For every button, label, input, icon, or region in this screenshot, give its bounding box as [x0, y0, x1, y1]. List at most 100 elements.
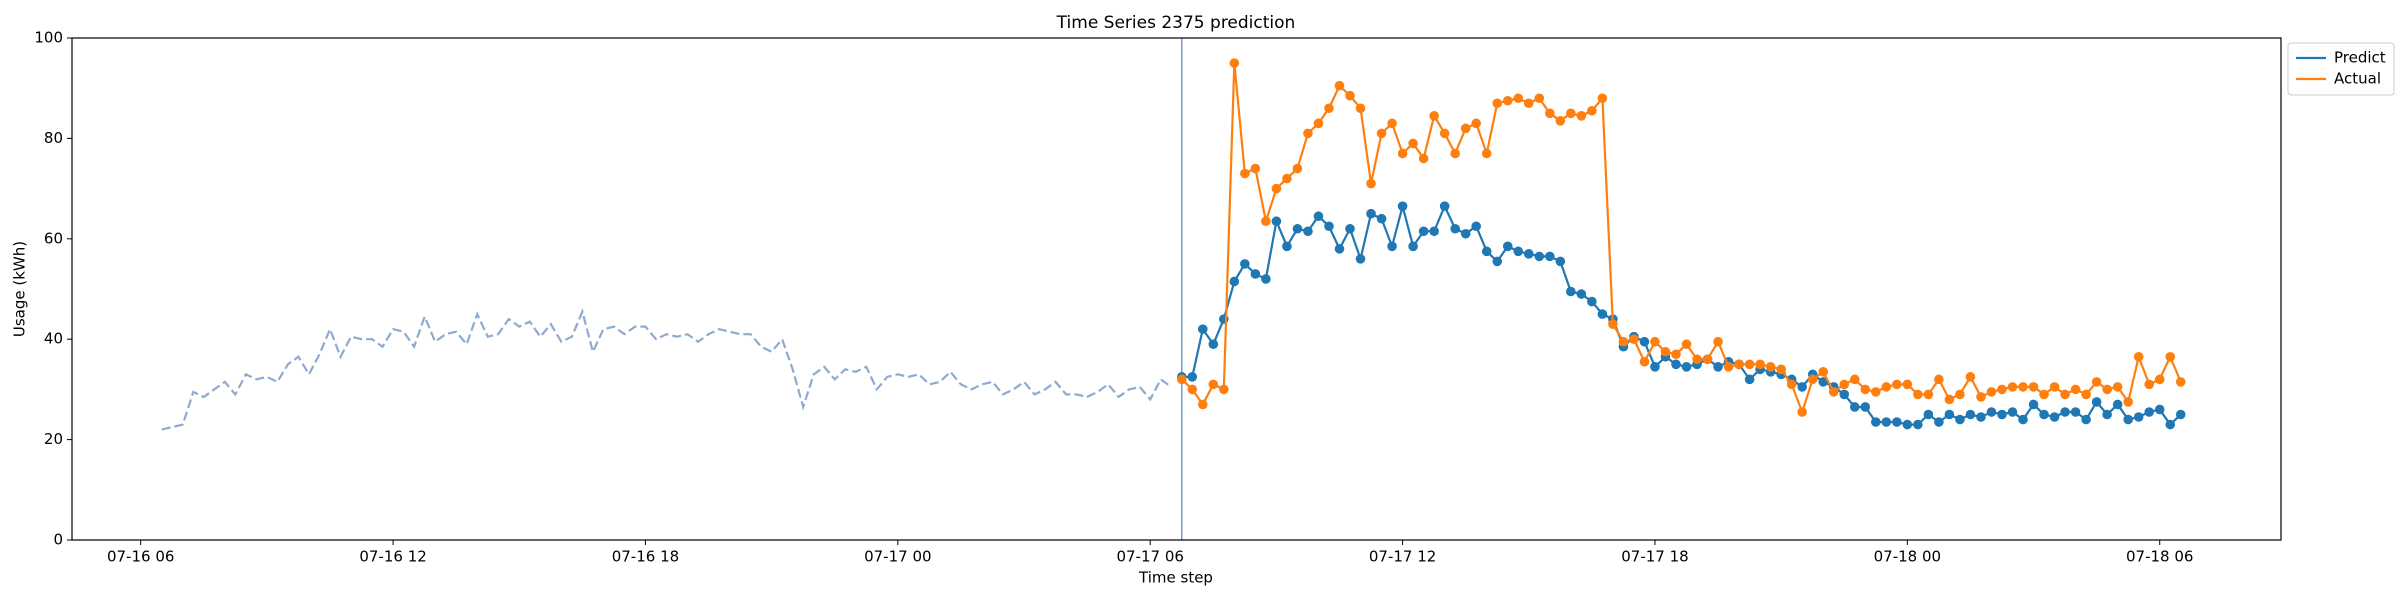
- data-point: [2112, 399, 2123, 410]
- data-point: [1660, 346, 1671, 357]
- data-point: [1555, 256, 1566, 267]
- data-point: [1849, 402, 1860, 412]
- data-point: [1271, 216, 1282, 227]
- data-point: [1702, 354, 1713, 365]
- data-point: [2144, 379, 2155, 390]
- data-point: [1902, 379, 1913, 390]
- data-point: [1324, 221, 1334, 232]
- x-tick-label: 07-17 18: [1621, 548, 1688, 566]
- data-point: [1997, 384, 2007, 395]
- data-point: [1219, 384, 1229, 395]
- data-point: [1376, 128, 1387, 139]
- data-point: [1481, 148, 1492, 159]
- data-point: [1492, 98, 1503, 109]
- data-point: [1976, 412, 1986, 422]
- data-point: [1744, 374, 1755, 385]
- data-point: [1502, 241, 1513, 252]
- data-point: [1439, 201, 1450, 211]
- data-point: [1303, 226, 1313, 237]
- chart-title: Time Series 2375 prediction: [1056, 13, 1296, 33]
- data-point: [2049, 382, 2060, 392]
- data-point: [1892, 417, 1902, 427]
- data-point: [1734, 359, 1744, 370]
- data-point: [1545, 251, 1555, 262]
- data-point: [2070, 407, 2081, 417]
- data-point: [1534, 93, 1545, 104]
- y-axis-label: Usage (kWh): [11, 241, 29, 337]
- data-point: [1292, 223, 1303, 234]
- x-tick-label: 07-17 00: [864, 548, 931, 566]
- data-point: [2175, 377, 2186, 387]
- data-point: [1545, 108, 1555, 119]
- history-line: [161, 308, 1172, 431]
- data-point: [1187, 372, 1198, 382]
- y-tick-label: 0: [53, 531, 63, 549]
- data-point: [1502, 95, 1513, 106]
- data-point: [1208, 379, 1219, 390]
- data-point: [2133, 351, 2144, 362]
- data-point: [1587, 296, 1597, 307]
- data-point: [1923, 409, 1934, 420]
- data-point: [1923, 389, 1934, 400]
- data-point: [1650, 362, 1660, 372]
- data-point: [1523, 249, 1534, 259]
- legend-box: [2287, 42, 2395, 96]
- series-line: [1181, 201, 2182, 427]
- data-point: [2018, 414, 2028, 425]
- data-point: [1976, 392, 1986, 402]
- data-point: [2039, 409, 2049, 420]
- data-point: [1345, 223, 1355, 234]
- data-point: [1387, 118, 1397, 129]
- data-point: [1587, 105, 1597, 116]
- data-point: [1397, 148, 1408, 159]
- data-point: [1334, 80, 1345, 91]
- data-point: [2102, 384, 2112, 395]
- data-point: [1986, 387, 1997, 397]
- data-point: [1282, 241, 1292, 252]
- data-point: [1860, 402, 1871, 412]
- data-point: [1240, 259, 1250, 269]
- data-point: [1229, 58, 1240, 68]
- data-point: [1723, 362, 1734, 372]
- data-point: [1870, 417, 1881, 427]
- data-point: [1208, 339, 1219, 350]
- x-tick-label: 07-16 18: [612, 548, 679, 566]
- data-point: [1397, 201, 1408, 211]
- data-point: [1629, 334, 1639, 345]
- data-point: [2018, 382, 2028, 392]
- data-point: [1934, 374, 1944, 385]
- data-point: [2028, 399, 2039, 410]
- data-point: [1965, 409, 1976, 420]
- x-tick-label: 07-16 06: [107, 548, 174, 566]
- data-point: [2175, 409, 2186, 420]
- data-point: [1492, 256, 1503, 267]
- data-point: [1671, 359, 1681, 370]
- data-point: [1713, 336, 1723, 347]
- data-point: [1618, 336, 1629, 347]
- data-point: [1282, 173, 1292, 184]
- data-point: [1450, 148, 1460, 159]
- data-point: [1650, 336, 1660, 347]
- data-point: [1408, 241, 1418, 252]
- series-line: [1181, 62, 2182, 416]
- data-point: [1187, 384, 1198, 395]
- data-point: [1366, 178, 1376, 189]
- data-point: [2165, 351, 2176, 362]
- data-point: [1744, 359, 1755, 370]
- data-point: [1229, 276, 1240, 287]
- data-point: [1692, 354, 1702, 365]
- x-axis-label: Time step: [1138, 569, 1213, 587]
- data-point: [1418, 153, 1429, 164]
- data-point: [1934, 417, 1944, 427]
- y-tick-label: 40: [44, 330, 63, 348]
- data-point: [1481, 246, 1492, 257]
- data-point: [1818, 367, 1829, 377]
- data-point: [1334, 244, 1345, 254]
- data-point: [1313, 211, 1324, 222]
- data-point: [1807, 374, 1818, 385]
- data-point: [2112, 382, 2123, 392]
- data-point: [1892, 379, 1902, 390]
- data-point: [1261, 216, 1271, 227]
- data-point: [2060, 389, 2070, 400]
- data-point: [2133, 412, 2144, 422]
